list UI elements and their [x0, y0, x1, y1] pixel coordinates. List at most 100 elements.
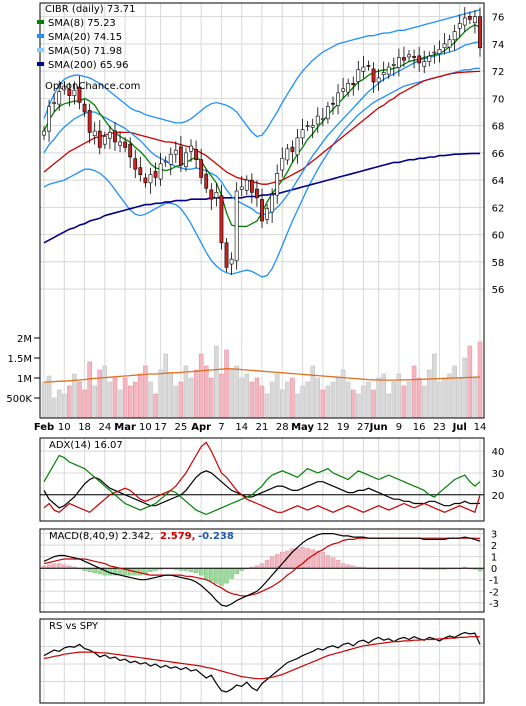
macd-histogram-bar — [229, 567, 234, 579]
price-y-tick: 74 — [492, 40, 505, 51]
x-tick-label: Jun — [369, 422, 388, 433]
candle-body — [255, 188, 259, 199]
candle-body — [467, 16, 472, 20]
candle-body — [315, 115, 320, 125]
candle-body — [209, 189, 214, 200]
macd-histogram-bar — [325, 555, 331, 569]
macd-histogram-bar — [234, 567, 239, 575]
candle-body — [118, 141, 122, 146]
macd-hist-label: -0.238 — [198, 531, 234, 542]
candle-body — [331, 102, 335, 105]
x-tick-label: Apr — [191, 422, 211, 433]
volume-y-tick: 1.5M — [7, 354, 32, 365]
x-tick-label: 23 — [433, 422, 446, 433]
macd-histogram-bar — [295, 548, 300, 569]
candle-body — [402, 57, 406, 61]
macd-histogram-bar — [209, 567, 214, 582]
volume-bar — [209, 377, 214, 419]
candle-body — [244, 179, 249, 191]
candle-body — [442, 43, 447, 48]
candle-body — [396, 57, 401, 68]
macd-histogram-bar — [117, 567, 123, 576]
candle-body — [336, 92, 340, 106]
candle-body — [462, 17, 467, 26]
legend-entry: SMA(200) 65.96 — [48, 60, 129, 71]
volume-bar — [264, 393, 270, 419]
volume-bar — [138, 373, 143, 419]
macd-histogram-bar — [193, 567, 199, 574]
x-tick-label: 14 — [235, 422, 248, 433]
candle-body — [310, 125, 315, 128]
candle-body — [346, 83, 351, 93]
volume-bar — [361, 385, 366, 419]
candle-body — [457, 23, 462, 29]
candle-body — [62, 85, 67, 91]
volume-bar — [97, 369, 103, 419]
candle-body — [82, 103, 87, 113]
volume-bar — [133, 381, 138, 419]
candle-body — [447, 39, 452, 48]
volume-bar — [127, 385, 133, 419]
candle-body — [194, 149, 198, 160]
candle-body — [189, 145, 193, 152]
macd-histogram-bar — [57, 563, 62, 569]
macd-histogram-bar — [46, 564, 52, 569]
candle-body — [280, 158, 285, 171]
candle-body — [427, 55, 432, 62]
candle-body — [77, 86, 82, 103]
x-tick-label: May — [291, 422, 314, 433]
volume-bar — [214, 345, 219, 419]
volume-bar — [234, 365, 239, 419]
volume-bar — [406, 381, 412, 419]
candle-body — [47, 106, 51, 132]
macd-histogram-bar — [87, 567, 92, 572]
candle-body — [452, 31, 457, 41]
volume-bar — [285, 381, 290, 419]
candle-body — [478, 16, 482, 49]
candle-body — [260, 199, 264, 222]
candle-body — [366, 65, 371, 67]
rs-average-line — [43, 636, 480, 680]
candle-body — [168, 153, 173, 165]
price-y-tick: 56 — [492, 285, 505, 296]
macd-histogram-bar — [330, 557, 336, 569]
volume-bar — [153, 393, 158, 419]
price-y-tick: 76 — [492, 13, 505, 24]
volume-bar — [67, 385, 72, 419]
candle-body — [361, 66, 366, 72]
volume-bar — [239, 377, 244, 419]
x-tick-label: Mar — [114, 422, 136, 433]
minus-di-line — [43, 441, 481, 514]
candle-body — [97, 130, 102, 148]
volume-bar — [168, 373, 173, 419]
candle-body — [249, 179, 254, 193]
volume-bar — [310, 365, 315, 419]
volume-bar — [416, 377, 422, 419]
volume-bar — [219, 373, 224, 419]
volume-bar — [366, 381, 371, 419]
candle-body — [285, 148, 290, 161]
volume-bar — [452, 365, 457, 419]
volume-y-tick: 2M — [17, 334, 32, 345]
candle-body — [123, 141, 128, 148]
candle-body — [326, 106, 330, 120]
x-tick-label: 9 — [396, 422, 402, 433]
adx-y-tick: 20 — [492, 491, 505, 502]
x-tick-label: 12 — [316, 422, 329, 433]
volume-bar — [290, 377, 295, 419]
volume-bar — [112, 377, 118, 419]
candle-body — [143, 177, 148, 184]
candle-body — [320, 118, 325, 121]
adx-y-tick: 30 — [492, 469, 505, 480]
macd-histogram-bar — [264, 559, 270, 569]
volume-bar — [467, 345, 473, 419]
volume-bar — [173, 385, 179, 419]
macd-y-tick: 1 — [491, 553, 497, 564]
candle-body — [163, 160, 168, 163]
volume-bar — [300, 385, 305, 419]
plus-di-line — [43, 454, 481, 516]
candle-body — [391, 64, 396, 66]
candle-body — [473, 16, 477, 23]
candle-body — [214, 192, 219, 198]
legend-entry: SMA(50) 71.98 — [48, 46, 122, 57]
